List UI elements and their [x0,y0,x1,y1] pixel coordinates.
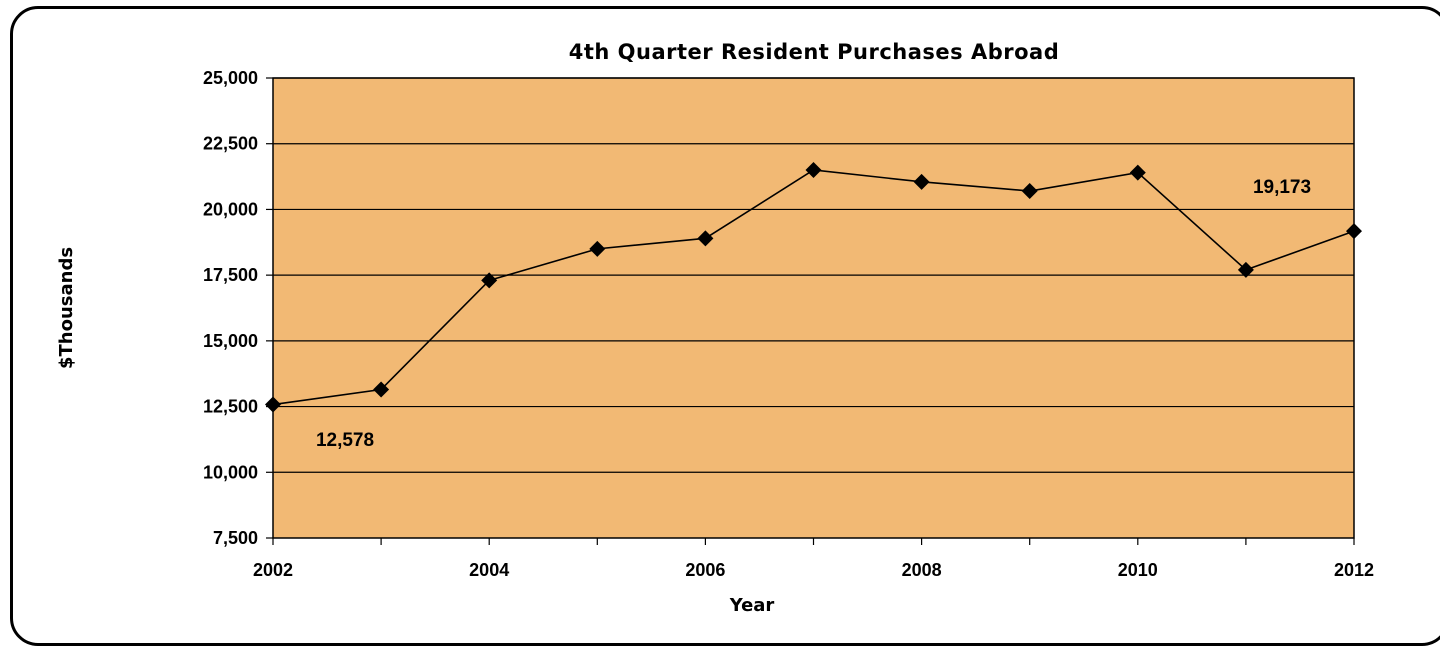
x-axis-ticks: 2002 2004 2006 2008 2010 2012 [253,538,1374,580]
data-point-marker [481,272,498,289]
line-chart: 4th Quarter Resident Purchases Abroad 7,… [56,40,1374,616]
x-tick-label: 2002 [253,560,293,580]
plot-area [272,77,1355,539]
data-point-marker [265,396,281,413]
x-tick-label: 2004 [469,560,509,580]
x-tick-label: 2012 [1334,560,1374,580]
chart-title: 4th Quarter Resident Purchases Abroad [569,40,1059,64]
data-point-marker [913,173,930,190]
y-tick-label: 25,000 [203,68,258,88]
y-tick-label: 7,500 [213,528,258,548]
y-tick-label: 20,000 [203,199,258,219]
x-tick-label: 2006 [685,560,725,580]
x-tick-label: 2010 [1118,560,1158,580]
y-tick-label: 17,500 [203,265,258,285]
data-label-last: 19,173 [1253,177,1311,198]
gridlines [273,77,1354,473]
data-point-marker [1237,261,1254,278]
y-axis-title: $Thousands [56,247,77,369]
data-point-marker [1021,183,1038,200]
data-point-marker [373,381,390,398]
data-point-marker [1129,164,1146,181]
y-axis-ticks: 7,500 10,000 12,500 15,000 17,500 20,000 22,50… [203,68,273,548]
x-tick-label: 2008 [902,560,942,580]
y-tick-label: 12,500 [203,397,258,417]
y-tick-label: 10,000 [203,462,258,482]
y-tick-label: 22,500 [203,134,258,154]
data-label-first: 12,578 [316,430,374,451]
data-point-marker [697,230,714,247]
data-point-marker [589,240,606,257]
series-markers [265,162,1362,413]
x-axis-title: Year [729,595,775,616]
data-point-marker [805,162,822,178]
y-tick-label: 15,000 [203,331,258,351]
data-point-marker [1346,223,1362,240]
